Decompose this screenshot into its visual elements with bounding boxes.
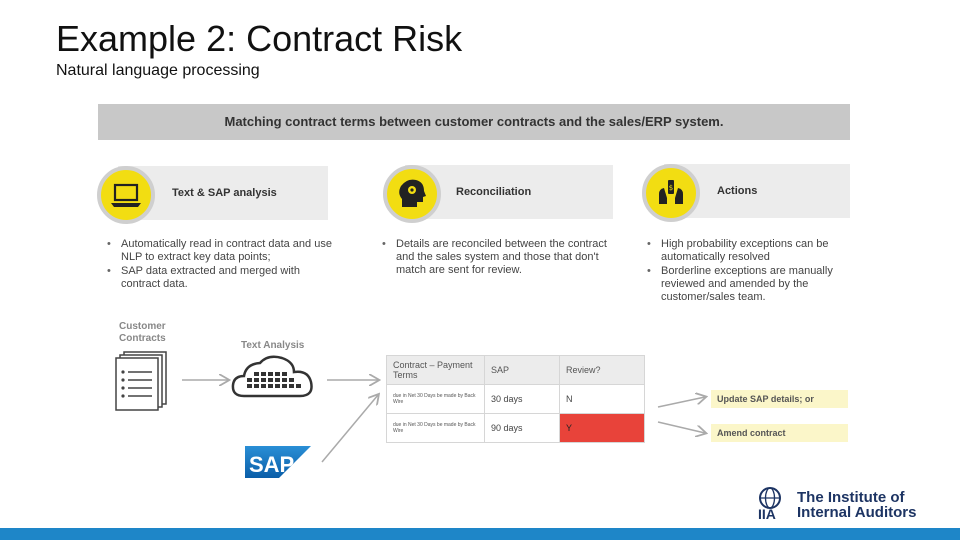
text-analysis-label: Text Analysis	[241, 340, 305, 351]
svg-text:IIA: IIA	[758, 506, 776, 520]
hand-dollar-icon: $	[642, 164, 700, 222]
table-header-row: Contract – Payment Terms SAP Review?	[386, 355, 645, 385]
sap-term-cell: 90 days	[484, 413, 560, 443]
reconciliation-table: Contract – Payment Terms SAP Review? due…	[386, 355, 645, 443]
globe-icon: IIA	[758, 487, 781, 522]
sap-term-cell: 30 days	[484, 384, 560, 414]
stage-bullets: High probability exceptions can be autom…	[645, 238, 855, 305]
bullet-item: Details are reconciled between the contr…	[380, 238, 620, 277]
stage-label: Actions	[717, 185, 758, 197]
customer-contracts-label: Customer Contracts	[119, 321, 166, 344]
stage-bullets: Details are reconciled between the contr…	[380, 238, 620, 278]
header-cell: SAP	[484, 355, 560, 385]
table-row: due in Net 30 Days be made by Back Wire …	[386, 384, 645, 414]
laptop-icon	[97, 166, 155, 224]
footer-bar	[0, 528, 960, 540]
header-cell: Contract – Payment Terms	[386, 355, 485, 385]
org-line-1: The Institute of	[797, 489, 905, 506]
action-update-sap: Update SAP details; or	[711, 390, 848, 408]
iia-logo: IIA	[757, 486, 793, 522]
arrow-sap-to-table	[321, 395, 378, 463]
bullet-item: Borderline exceptions are manually revie…	[645, 265, 855, 304]
contract-term-cell: due in Net 30 Days be made by Back Wire	[386, 384, 485, 414]
bullet-item: High probability exceptions can be autom…	[645, 238, 855, 264]
cloud-grid-icon	[231, 355, 313, 398]
svg-text:SAP: SAP	[249, 452, 294, 477]
org-line-2: Internal Auditors	[797, 504, 917, 521]
bullet-item: SAP data extracted and merged with contr…	[105, 265, 335, 291]
slide-subtitle: Natural language processing	[56, 62, 260, 79]
bullet-item: Automatically read in contract data and …	[105, 238, 335, 264]
action-amend-contract: Amend contract	[711, 424, 848, 442]
header-cell: Review?	[559, 355, 645, 385]
arrow-to-amend	[657, 421, 705, 433]
svg-text:$: $	[669, 184, 673, 192]
documents-icon	[115, 351, 167, 411]
head-gears-icon	[383, 165, 441, 223]
stage-label: Text & SAP analysis	[172, 187, 277, 199]
arrow-to-update	[657, 397, 705, 408]
table-row: due in Net 30 Days be made by Back Wire …	[386, 413, 645, 443]
stage-bullets: Automatically read in contract data and …	[105, 238, 335, 292]
stage-label: Reconciliation	[456, 186, 532, 198]
process-banner: Matching contract terms between customer…	[98, 104, 850, 140]
iia-wordmark: The Institute of Internal Auditors	[797, 490, 916, 520]
slide-title: Example 2: Contract Risk	[56, 18, 463, 59]
contract-term-cell: due in Net 30 Days be made by Back Wire	[386, 413, 485, 443]
review-cell-flagged: Y	[559, 413, 645, 443]
review-cell: N	[559, 384, 645, 414]
sap-logo: SAP	[245, 446, 311, 478]
